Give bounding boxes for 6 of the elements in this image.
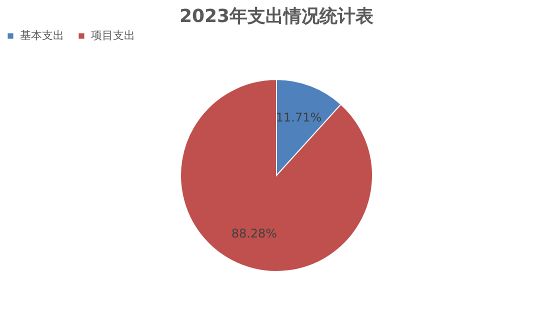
legend-label: 基本支出 [20, 28, 64, 42]
legend-label: 项目支出 [91, 28, 135, 42]
chart-title: 2023年支出情况统计表 [179, 6, 374, 27]
pie-slice [180, 79, 373, 272]
data-label: 11.71% [276, 110, 322, 125]
data-label: 88.28% [231, 226, 278, 240]
